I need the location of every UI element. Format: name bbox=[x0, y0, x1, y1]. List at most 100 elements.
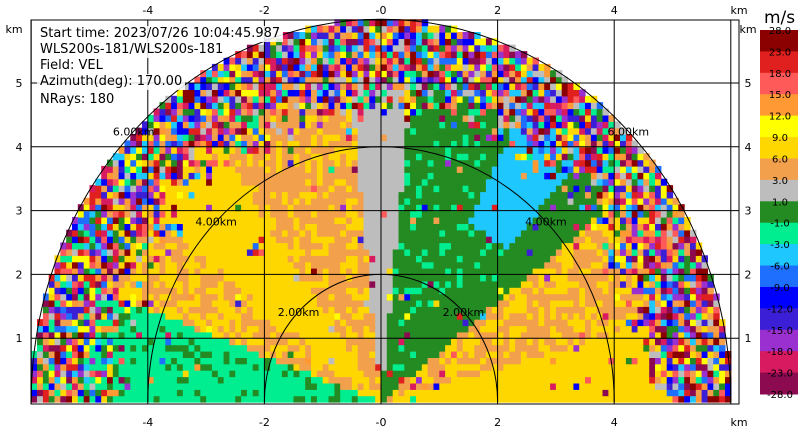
velocity-cell bbox=[544, 102, 551, 110]
velocity-cell bbox=[241, 357, 248, 365]
velocity-cell bbox=[491, 331, 499, 339]
velocity-cell bbox=[707, 338, 714, 346]
velocity-cell bbox=[165, 268, 172, 275]
velocity-cell bbox=[194, 293, 201, 301]
velocity-cell bbox=[386, 236, 394, 244]
velocity-cell bbox=[398, 255, 405, 263]
velocity-cell bbox=[159, 261, 166, 269]
velocity-cell bbox=[357, 331, 365, 339]
velocity-cell bbox=[124, 344, 131, 352]
velocity-cell bbox=[421, 312, 429, 320]
velocity-cell bbox=[678, 293, 685, 301]
velocity-cell bbox=[631, 248, 639, 256]
velocity-cell bbox=[614, 344, 621, 352]
velocity-cell bbox=[485, 389, 493, 397]
velocity-cell bbox=[305, 223, 312, 231]
velocity-cell bbox=[299, 178, 306, 186]
velocity-cell bbox=[386, 134, 394, 141]
velocity-cell bbox=[311, 255, 318, 263]
velocity-cell bbox=[334, 197, 341, 205]
velocity-cell bbox=[690, 344, 697, 352]
velocity-cell bbox=[153, 146, 160, 154]
velocity-cell bbox=[392, 331, 400, 339]
velocity-cell bbox=[270, 331, 277, 339]
velocity-cell bbox=[194, 299, 201, 307]
velocity-cell bbox=[346, 159, 353, 167]
velocity-cell bbox=[532, 344, 539, 352]
velocity-cell bbox=[252, 102, 260, 110]
velocity-cell bbox=[386, 159, 394, 167]
velocity-cell bbox=[503, 146, 510, 154]
velocity-cell bbox=[690, 236, 697, 244]
velocity-cell bbox=[620, 223, 627, 231]
velocity-cell bbox=[95, 229, 102, 237]
velocity-cell bbox=[206, 268, 213, 275]
velocity-cell bbox=[217, 134, 225, 141]
velocity-cell bbox=[89, 261, 96, 269]
velocity-cell bbox=[351, 121, 359, 129]
velocity-cell bbox=[217, 159, 225, 167]
velocity-cell bbox=[72, 261, 79, 269]
velocity-cell bbox=[596, 140, 604, 148]
velocity-cell bbox=[60, 382, 67, 390]
velocity-cell bbox=[520, 229, 528, 237]
velocity-cell bbox=[322, 299, 330, 307]
velocity-cell bbox=[340, 102, 347, 110]
velocity-cell bbox=[363, 319, 370, 327]
velocity-cell bbox=[299, 108, 306, 116]
velocity-cell bbox=[305, 172, 312, 180]
velocity-cell bbox=[176, 204, 184, 212]
velocity-cell bbox=[538, 312, 545, 320]
velocity-cell bbox=[497, 178, 504, 186]
velocity-cell bbox=[101, 325, 108, 333]
velocity-cell bbox=[281, 382, 289, 390]
velocity-cell bbox=[235, 280, 242, 288]
velocity-cell bbox=[206, 127, 213, 135]
velocity-cell bbox=[369, 274, 376, 282]
velocity-cell bbox=[328, 242, 335, 250]
velocity-cell bbox=[217, 121, 225, 129]
velocity-cell bbox=[491, 191, 499, 199]
velocity-cell bbox=[579, 248, 586, 256]
velocity-cell bbox=[346, 197, 353, 205]
velocity-cell bbox=[410, 274, 417, 282]
velocity-cell bbox=[631, 376, 639, 384]
velocity-cell bbox=[369, 287, 376, 295]
velocity-cell bbox=[287, 102, 295, 110]
velocity-cell bbox=[270, 229, 277, 237]
velocity-cell bbox=[346, 146, 353, 154]
velocity-cell bbox=[666, 242, 674, 250]
velocity-cell bbox=[386, 306, 394, 314]
velocity-cell bbox=[118, 319, 125, 327]
velocity-cell bbox=[270, 325, 277, 333]
velocity-cell bbox=[538, 255, 545, 263]
velocity-cell bbox=[404, 389, 411, 397]
velocity-cell bbox=[643, 331, 650, 339]
velocity-cell bbox=[462, 229, 469, 237]
velocity-cell bbox=[631, 351, 639, 358]
velocity-cell bbox=[404, 108, 411, 116]
velocity-cell bbox=[608, 191, 615, 199]
velocity-cell bbox=[480, 370, 487, 378]
velocity-cell bbox=[666, 261, 674, 269]
velocity-cell bbox=[579, 204, 586, 212]
velocity-cell bbox=[608, 382, 615, 390]
velocity-cell bbox=[672, 274, 679, 282]
velocity-cell bbox=[54, 376, 61, 384]
velocity-cell bbox=[246, 389, 254, 397]
velocity-cell bbox=[439, 312, 446, 320]
velocity-cell bbox=[555, 344, 563, 352]
velocity-cell bbox=[264, 338, 271, 346]
velocity-cell bbox=[590, 299, 598, 307]
velocity-cell bbox=[719, 376, 726, 384]
velocity-cell bbox=[666, 217, 674, 224]
velocity-cell bbox=[305, 108, 312, 116]
velocity-cell bbox=[351, 204, 359, 212]
velocity-cell bbox=[433, 127, 440, 135]
velocity-cell bbox=[392, 274, 400, 282]
velocity-cell bbox=[124, 338, 131, 346]
velocity-cell bbox=[171, 153, 178, 161]
velocity-cell bbox=[217, 236, 225, 244]
velocity-cell bbox=[77, 261, 85, 269]
velocity-cell bbox=[392, 319, 400, 327]
